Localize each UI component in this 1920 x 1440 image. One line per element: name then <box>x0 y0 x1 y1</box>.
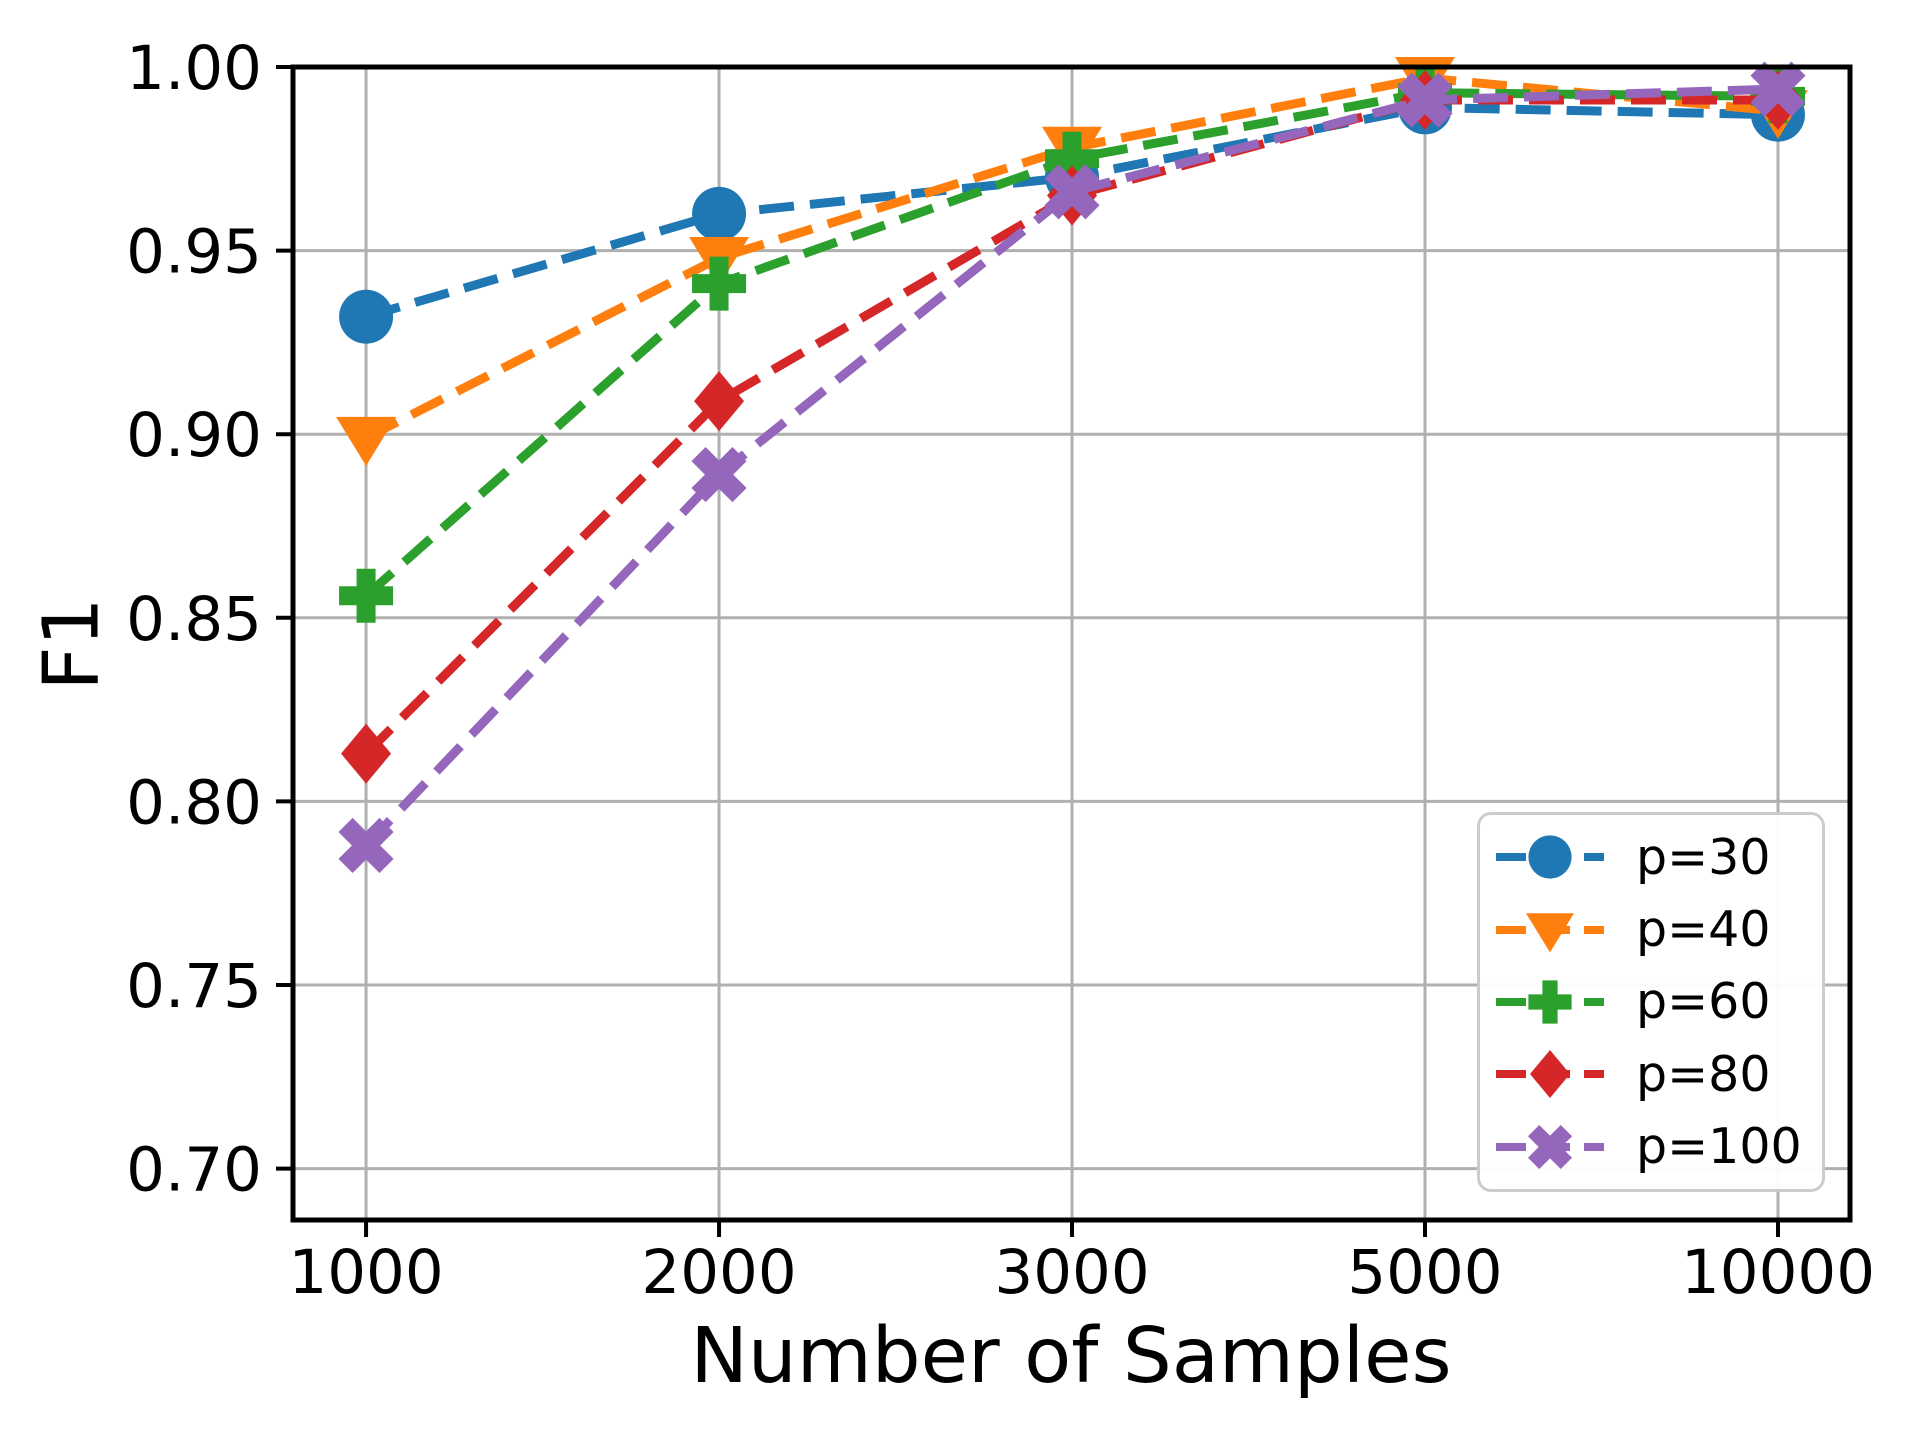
marker-p=30-x1000 <box>339 289 394 344</box>
legend-entry-p80: p=80 <box>1494 1039 1822 1109</box>
y-tick-label: 0.85 <box>126 584 262 655</box>
x-marker-icon <box>1397 72 1453 128</box>
legend-label: p=60 <box>1636 973 1771 1031</box>
x-tick-label: 5000 <box>1347 1237 1502 1308</box>
y-tick-label: 0.75 <box>126 951 262 1022</box>
legend-marker-p=40 <box>1526 912 1574 952</box>
marker-p=100-x10000 <box>1750 61 1806 117</box>
marker-p=60-x1000 <box>339 568 394 623</box>
circle-marker-icon <box>1496 835 1604 879</box>
plus-marker-icon <box>1045 131 1100 186</box>
legend-entry-p40: p=40 <box>1494 895 1822 965</box>
legend-label: p=100 <box>1636 1118 1802 1176</box>
x-marker-icon <box>1527 1124 1573 1169</box>
marker-p=80-x2000 <box>694 371 745 432</box>
legend-marker-p=100 <box>1527 1124 1573 1169</box>
y-tick-label: 0.80 <box>126 767 262 838</box>
series-p=100 <box>338 61 1806 874</box>
triangle-down-marker-icon <box>1526 912 1574 952</box>
tick-layer: 1.00 0.95 0.90 0.85 0.80 0.75 0.70 1000 2000 3000… <box>126 33 1875 1308</box>
x-axis-label: Number of Samples <box>690 1312 1452 1401</box>
marker-p=100-x2000 <box>691 447 747 503</box>
circle-marker-icon <box>1528 835 1572 879</box>
triangle-down-marker-icon <box>1496 912 1604 952</box>
legend-marker-p=60 <box>1528 980 1572 1024</box>
plus-marker-icon <box>339 568 394 623</box>
marker-p=80-x1000 <box>341 723 392 784</box>
legend-label: p=80 <box>1636 1045 1771 1103</box>
legend-label: p=40 <box>1636 901 1771 959</box>
x-tick-label: 3000 <box>994 1237 1149 1308</box>
marker-p=100-x3000 <box>1044 164 1100 220</box>
x-marker-icon <box>1044 164 1100 220</box>
series-line-p=100 <box>362 84 1779 849</box>
circle-marker-icon <box>692 186 747 241</box>
y-axis-label: F1 <box>27 597 117 691</box>
y-tick-label: 0.95 <box>126 217 262 288</box>
marker-p=60-x3000 <box>1045 131 1100 186</box>
marker-p=30-x2000 <box>692 186 747 241</box>
y-tick-label: 0.70 <box>126 1135 262 1206</box>
marker-p=100-x5000 <box>1397 72 1453 128</box>
x-marker-icon <box>338 817 394 874</box>
x-marker-icon <box>1496 1124 1604 1169</box>
diamond-marker-icon <box>341 723 392 784</box>
legend-entry-p30: p=30 <box>1494 822 1822 892</box>
legend-entry-p60: p=60 <box>1494 967 1822 1037</box>
x-tick-label: 2000 <box>641 1237 796 1308</box>
x-marker-icon <box>1750 61 1806 117</box>
x-tick-label: 10000 <box>1681 1237 1875 1308</box>
y-tick-label: 1.00 <box>126 33 262 104</box>
diamond-marker-icon <box>1496 1050 1604 1099</box>
legend-marker-p=80 <box>1530 1050 1570 1099</box>
legend: p=30 p=40 p=60 p=80 p=100 <box>1477 812 1825 1192</box>
circle-marker-icon <box>339 289 394 344</box>
diamond-marker-icon <box>1530 1050 1570 1099</box>
diamond-marker-icon <box>694 371 745 432</box>
legend-label: p=30 <box>1636 828 1771 886</box>
marker-p=60-x2000 <box>692 256 747 311</box>
marker-p=40-x1000 <box>336 416 397 466</box>
x-tick-label: 1000 <box>288 1237 443 1308</box>
legend-marker-p=30 <box>1528 835 1572 879</box>
series-layer <box>336 57 1808 874</box>
triangle-down-marker-icon <box>336 416 397 466</box>
legend-entry-p100: p=100 <box>1494 1112 1822 1182</box>
x-marker-icon <box>691 447 747 503</box>
plus-marker-icon <box>692 256 747 311</box>
marker-p=100-x1000 <box>338 817 394 874</box>
plus-marker-icon <box>1528 980 1572 1024</box>
y-tick-label: 0.90 <box>126 400 262 471</box>
plus-marker-icon <box>1496 980 1604 1024</box>
